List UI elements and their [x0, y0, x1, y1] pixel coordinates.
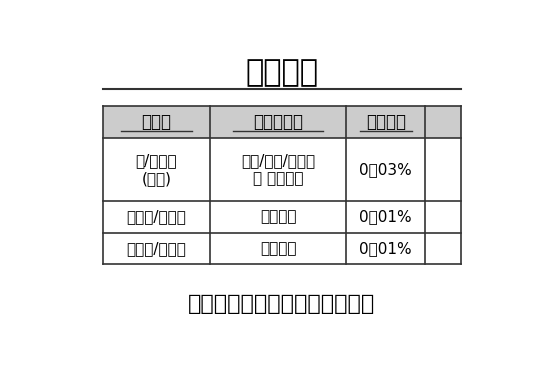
- Text: 含量极限: 含量极限: [366, 113, 406, 131]
- Text: 矿物质: 矿物质: [141, 113, 172, 131]
- Text: 0．03%: 0．03%: [359, 162, 412, 177]
- Text: 发动机制造商对水有一定的要求: 发动机制造商对水有一定的要求: [188, 294, 376, 314]
- Text: 缸套/接头/冷却器
等 水垢沉积: 缸套/接头/冷却器 等 水垢沉积: [241, 153, 315, 186]
- Text: 水的质量: 水的质量: [245, 58, 318, 87]
- Text: 硫酸盐/硫化物: 硫酸盐/硫化物: [126, 241, 186, 256]
- Text: 一般腐蚀: 一般腐蚀: [260, 210, 296, 225]
- Text: 钙/镁离子
(硬度): 钙/镁离子 (硬度): [136, 153, 177, 186]
- Text: 0．01%: 0．01%: [359, 241, 412, 256]
- Text: 0．01%: 0．01%: [359, 210, 412, 225]
- Bar: [103, 106, 461, 138]
- Text: 氯酸盐/氯化物: 氯酸盐/氯化物: [126, 210, 186, 225]
- Text: 引起的问题: 引起的问题: [254, 113, 303, 131]
- Text: 一般腐蚀: 一般腐蚀: [260, 241, 296, 256]
